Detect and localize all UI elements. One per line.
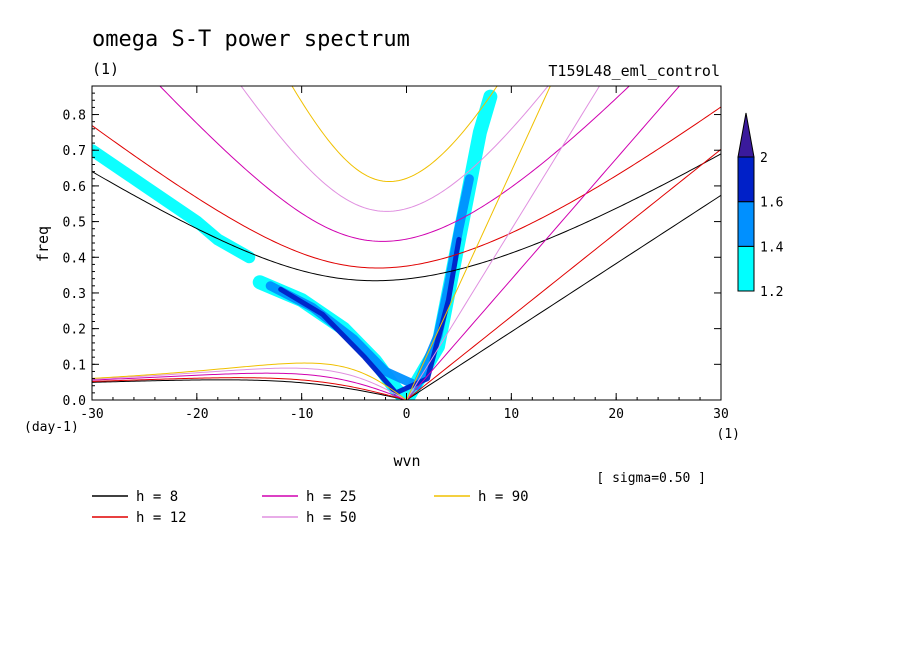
legend-label: h = 90 xyxy=(478,489,529,505)
dispersion-curve-50 xyxy=(92,86,601,400)
ig-curve xyxy=(159,86,630,242)
x-tick-label: 30 xyxy=(713,407,729,422)
plot-area xyxy=(92,86,721,400)
kelvin-curve xyxy=(406,194,721,400)
dispersion-curve-25 xyxy=(92,86,681,400)
rossby-curve xyxy=(92,362,407,400)
x-tick-label: 20 xyxy=(608,407,624,422)
y-tick-label: 0.0 xyxy=(63,394,86,409)
legend-item: h = 90 xyxy=(434,489,529,505)
y-tick-label: 0.4 xyxy=(63,251,87,266)
chart-title: omega S-T power spectrum xyxy=(92,27,410,52)
legend-label: h = 25 xyxy=(306,489,357,505)
x-tick-label: -30 xyxy=(80,407,103,422)
title-unit: (1) xyxy=(92,60,119,78)
legend-item: h = 8 xyxy=(92,489,178,505)
y-tick-label: 0.3 xyxy=(63,287,86,302)
legend-label: h = 12 xyxy=(136,510,187,526)
rossby-curve xyxy=(92,367,407,400)
colorbar-segment xyxy=(737,156,755,203)
legend-label: h = 50 xyxy=(306,510,357,526)
y-tick-label: 0.6 xyxy=(63,180,86,195)
legend-item: h = 50 xyxy=(262,510,357,526)
ig-curve xyxy=(92,153,721,282)
rossby-curve xyxy=(92,379,407,400)
y-axis-unit: (day-1) xyxy=(24,420,79,435)
run-name: T159L48_eml_control xyxy=(548,62,720,80)
y-tick-label: 0.8 xyxy=(63,109,86,124)
rossby-curve xyxy=(92,377,407,400)
colorbar-segment xyxy=(737,201,755,247)
colorbar-label: 1.2 xyxy=(760,285,783,300)
kelvin-curve xyxy=(406,86,601,400)
colorbar-extend xyxy=(737,112,755,158)
legend-item: h = 25 xyxy=(262,489,357,505)
ig-curve xyxy=(291,86,498,183)
kelvin-curve xyxy=(406,86,551,400)
legend: h = 8 h = 12 h = 25 h = 50 h = 90 xyxy=(92,489,529,526)
colorbar-label: 2 xyxy=(760,151,768,166)
x-axis-unit: (1) xyxy=(717,427,740,442)
y-tick-label: 0.5 xyxy=(63,216,86,231)
dispersion-curve-12 xyxy=(92,106,721,400)
kelvin-curve xyxy=(406,86,681,400)
power-band xyxy=(92,144,256,264)
dispersion-curve-8 xyxy=(92,153,721,400)
colorbar-segment xyxy=(737,245,755,292)
y-tick-label: 0.2 xyxy=(63,323,86,338)
ig-curve xyxy=(92,106,721,269)
axes: -30 -20 -10 0 10 20 30 0.0 0.1 0.2 0.3 0.4 0.5 0.6 0.7… xyxy=(63,86,729,422)
sigma-note: [ sigma=0.50 ] xyxy=(596,471,706,486)
colorbar-label: 1.6 xyxy=(760,196,783,211)
legend-label: h = 8 xyxy=(136,489,178,505)
ig-curve xyxy=(240,86,549,212)
y-axis-label: freq xyxy=(34,226,52,262)
x-axis-label: wvn xyxy=(393,452,420,470)
x-tick-label: 10 xyxy=(504,407,520,422)
x-tick-label: 0 xyxy=(403,407,411,422)
x-tick-label: -10 xyxy=(290,407,313,422)
plot-content xyxy=(92,86,721,400)
x-tick-label: -20 xyxy=(185,407,208,422)
colorbar: 1.2 1.4 1.6 2 xyxy=(737,112,784,300)
plot-frame xyxy=(91,85,722,401)
kelvin-curve xyxy=(406,148,721,400)
colorbar-label: 1.4 xyxy=(760,240,784,255)
dispersion-curve-90 xyxy=(92,86,551,400)
y-tick-label: 0.7 xyxy=(63,144,86,159)
rossby-curve xyxy=(92,372,407,400)
y-tick-label: 0.1 xyxy=(63,358,86,373)
legend-item: h = 12 xyxy=(92,510,187,526)
